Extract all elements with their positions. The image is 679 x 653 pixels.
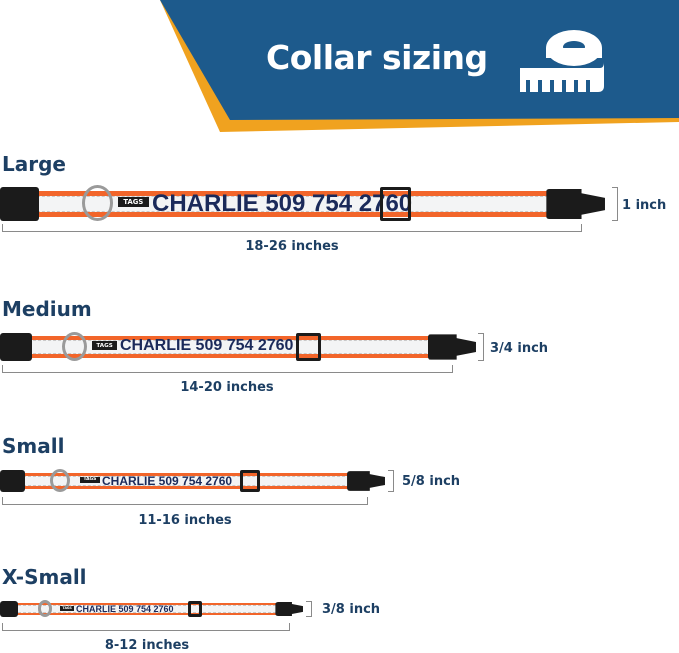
buckle-female xyxy=(0,601,19,617)
collar-name-text: CHARLIE 509 754 2760 xyxy=(76,603,174,614)
length-range: 18-26 inches xyxy=(245,239,339,254)
length-range: 14-20 inches xyxy=(180,380,274,395)
width-bracket xyxy=(388,470,394,492)
buckle-female xyxy=(0,333,33,361)
collar-strap xyxy=(22,336,438,358)
width-bracket xyxy=(478,333,484,361)
size-label: Medium xyxy=(2,297,92,321)
width-bracket xyxy=(306,601,312,617)
size-label: Small xyxy=(2,434,65,458)
buckle-male xyxy=(275,601,303,617)
width-label: 1 inch xyxy=(622,198,667,213)
buckle-male xyxy=(427,334,476,360)
width-label: 3/4 inch xyxy=(490,341,549,356)
reflective-stripe xyxy=(22,340,438,354)
length-bracket xyxy=(2,623,290,631)
collar-name-text: CHARLIE 509 754 2760 xyxy=(152,189,413,217)
brand-tag: TAGS xyxy=(60,605,75,611)
collar-name-text: CHARLIE 509 754 2760 xyxy=(120,337,294,355)
reflective-stripe xyxy=(27,195,559,213)
slider-buckle xyxy=(240,470,260,492)
length-range: 8-12 inches xyxy=(104,638,190,653)
length-bracket xyxy=(2,365,453,373)
collar-strap xyxy=(27,191,559,217)
d-ring xyxy=(82,185,113,221)
brand-tag: TAGS xyxy=(92,341,118,350)
collar-strap xyxy=(17,472,355,490)
collar-illustration: TAGS CHARLIE 509 754 2760 xyxy=(0,468,385,492)
slider-buckle xyxy=(380,187,411,221)
length-range: 11-16 inches xyxy=(138,513,232,528)
buckle-male xyxy=(347,471,385,491)
buckle-female xyxy=(0,187,40,221)
reflective-stripe xyxy=(17,475,355,487)
width-label: 5/8 inch xyxy=(402,474,461,489)
buckle-female xyxy=(0,470,26,492)
width-bracket xyxy=(612,187,618,221)
reflective-stripe xyxy=(12,605,281,613)
buckle-male xyxy=(546,188,605,220)
brand-tag: TAGS xyxy=(80,476,100,484)
collar-name-text: CHARLIE 509 754 2760 xyxy=(102,473,233,488)
length-bracket xyxy=(2,224,582,232)
d-ring xyxy=(38,600,53,617)
length-bracket xyxy=(2,497,368,505)
d-ring xyxy=(50,468,70,492)
collar-strap xyxy=(12,602,281,616)
size-label: X-Small xyxy=(2,565,87,589)
measuring-tape-icon xyxy=(520,30,604,92)
slider-buckle xyxy=(296,333,322,361)
slider-buckle xyxy=(188,601,203,617)
size-label: Large xyxy=(2,152,66,176)
d-ring xyxy=(62,331,88,361)
page-title: Collar sizing xyxy=(266,38,488,77)
collar-illustration: TAGS CHARLIE 509 754 2760 xyxy=(0,331,476,361)
brand-tag: TAGS xyxy=(118,197,149,208)
collar-illustration: TAGS CHARLIE 509 754 2760 xyxy=(0,185,605,221)
collar-illustration: TAGS CHARLIE 509 754 2760 xyxy=(0,600,303,617)
width-label: 3/8 inch xyxy=(322,602,381,617)
